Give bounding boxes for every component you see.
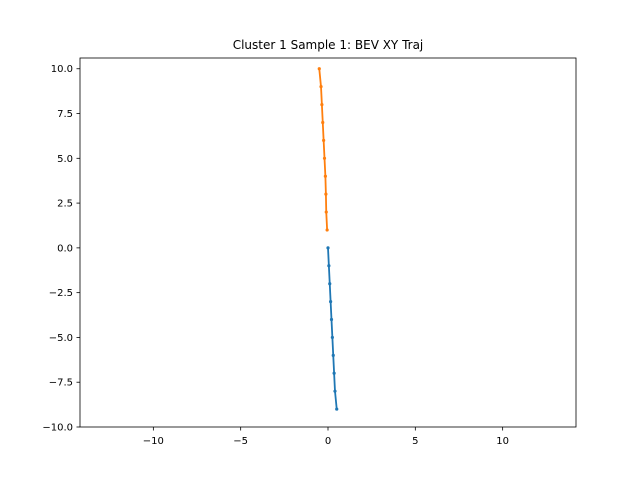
data-point xyxy=(325,228,329,232)
data-point xyxy=(326,246,330,250)
data-point xyxy=(327,264,331,268)
data-point xyxy=(329,317,334,322)
plot-area xyxy=(80,58,576,427)
data-point xyxy=(335,407,339,411)
y-tick-label: −5.0 xyxy=(49,333,73,344)
data-point xyxy=(321,120,325,125)
axes-layer: −10 −5 0 5 10 −10.0 −7.5 −5.0 −2.5 0.0 2.5 5.0 7.5 10… xyxy=(42,64,509,447)
y-tick-label: 0.0 xyxy=(57,243,73,254)
plot-frame xyxy=(79,57,577,428)
series-line xyxy=(318,68,329,231)
y-tick-label: 5.0 xyxy=(57,154,73,165)
y-tick-label: 10.0 xyxy=(51,64,73,75)
data-point xyxy=(320,102,324,107)
x-tick-label: 5 xyxy=(412,436,418,447)
data-point xyxy=(324,210,328,214)
data-point xyxy=(329,300,333,304)
x-tick-label: 0 xyxy=(325,436,331,447)
x-tick-label: −10 xyxy=(143,436,164,447)
series-1 xyxy=(326,246,339,411)
series-layer xyxy=(317,67,339,411)
y-tick-label: 7.5 xyxy=(57,109,73,120)
y-tick-label: 2.5 xyxy=(57,199,73,210)
data-point xyxy=(323,174,327,178)
y-tick-label: −10.0 xyxy=(42,423,73,434)
x-tick-label: −5 xyxy=(233,436,248,447)
data-point xyxy=(319,85,323,89)
data-point xyxy=(332,371,336,375)
data-point xyxy=(322,138,326,142)
chart-title: Cluster 1 Sample 1: BEV XY Traj xyxy=(233,38,424,52)
y-tick-label: −2.5 xyxy=(49,288,73,299)
data-point xyxy=(330,335,334,340)
series-line xyxy=(327,247,338,410)
data-point xyxy=(333,389,337,393)
data-point xyxy=(317,67,321,71)
y-tick-label: −7.5 xyxy=(49,378,73,389)
data-point xyxy=(331,353,335,357)
data-point xyxy=(328,282,332,286)
data-point xyxy=(324,192,328,196)
data-point xyxy=(322,156,327,160)
x-tick-label: 10 xyxy=(496,436,509,447)
series-2 xyxy=(317,67,329,232)
